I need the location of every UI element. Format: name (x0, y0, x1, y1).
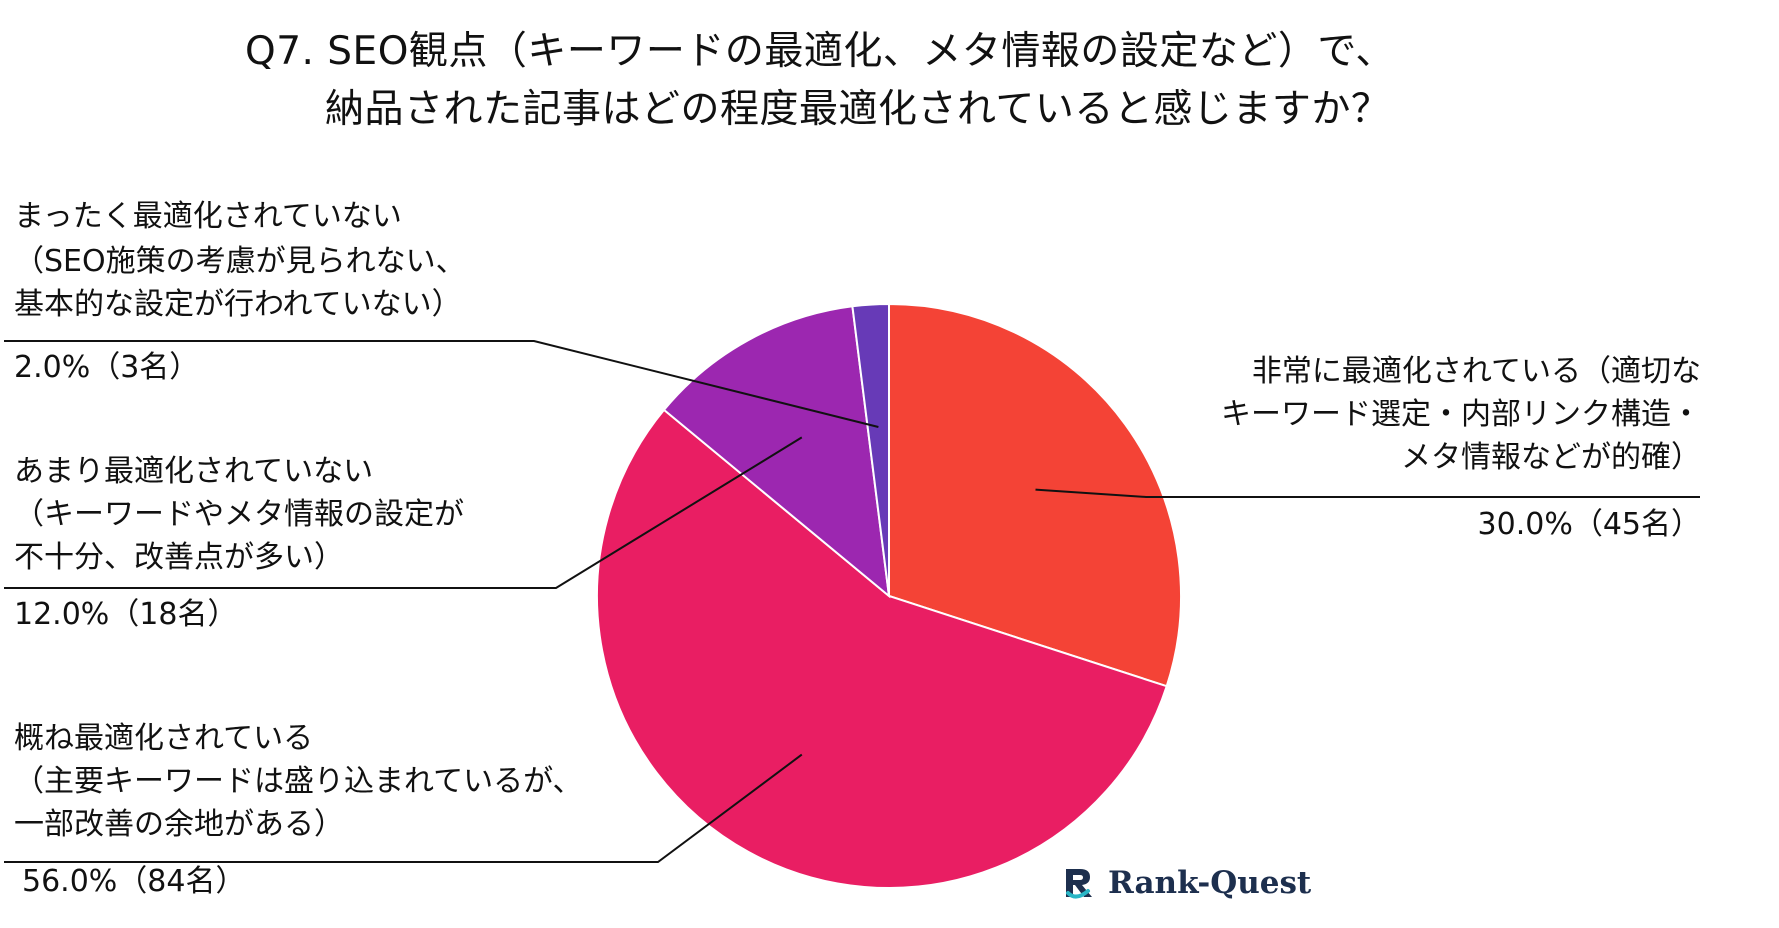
slice-value-not-optimized: 2.0%（3名） (14, 350, 200, 385)
slice-label-poorly-optimized-line3: 不十分、改善点が多い） (14, 540, 344, 575)
rank-quest-logo: Rank-Quest (1062, 865, 1311, 901)
slice-label-not-optimized-line2: （SEO施策の考慮が見られない、 (14, 244, 466, 279)
slice-label-mostly-optimized-line2: （主要キーワードは盛り込まれているが、 (14, 764, 583, 799)
pie-slice-poorly-optimized (662, 305, 891, 599)
rank-quest-logo-icon (1066, 869, 1092, 899)
slice-label-not-optimized-line1: まったく最適化されていない (14, 199, 402, 234)
slice-label-poorly-optimized-line2: （キーワードやメタ情報の設定が (14, 497, 464, 532)
rank-quest-logo-text: Rank-Quest (1108, 865, 1312, 901)
leader-line-not-optimized (4, 340, 879, 428)
chart-title-line1: Q7. SEO観点（キーワードの最適化、メタ情報の設定など）で、 (245, 29, 1395, 74)
leader-line-very-optimized (1035, 488, 1700, 498)
pie-slice-mostly-optimized (596, 408, 1168, 889)
slice-label-mostly-optimized-line1: 概ね最適化されている (14, 721, 314, 756)
leader-line-poorly-optimized (4, 436, 803, 589)
slice-label-very-optimized-line1: 非常に最適化されている（適切な (1251, 354, 1701, 389)
slice-label-mostly-optimized-line3: 一部改善の余地がある） (14, 807, 344, 842)
slice-value-poorly-optimized: 12.0%（18名） (14, 597, 238, 632)
slice-label-poorly-optimized-line1: あまり最適化されていない (14, 454, 374, 489)
pie-slice-very-optimized (888, 302, 1182, 688)
slice-label-not-optimized-line3: 基本的な設定が行われていない） (14, 287, 462, 322)
slice-label-very-optimized-line2: キーワード選定・内部リンク構造・ (1221, 397, 1701, 432)
slice-value-mostly-optimized: 56.0%（84名） (22, 864, 246, 899)
pie-slice-not-optimized (851, 302, 890, 597)
leader-line-mostly-optimized (4, 753, 803, 863)
slice-value-very-optimized: 30.0%（45名） (1477, 507, 1701, 542)
slice-label-very-optimized-line3: メタ情報などが的確） (1401, 440, 1701, 475)
chart-title-line2: 納品された記事はどの程度最適化されていると感じますか？ (325, 87, 1391, 132)
